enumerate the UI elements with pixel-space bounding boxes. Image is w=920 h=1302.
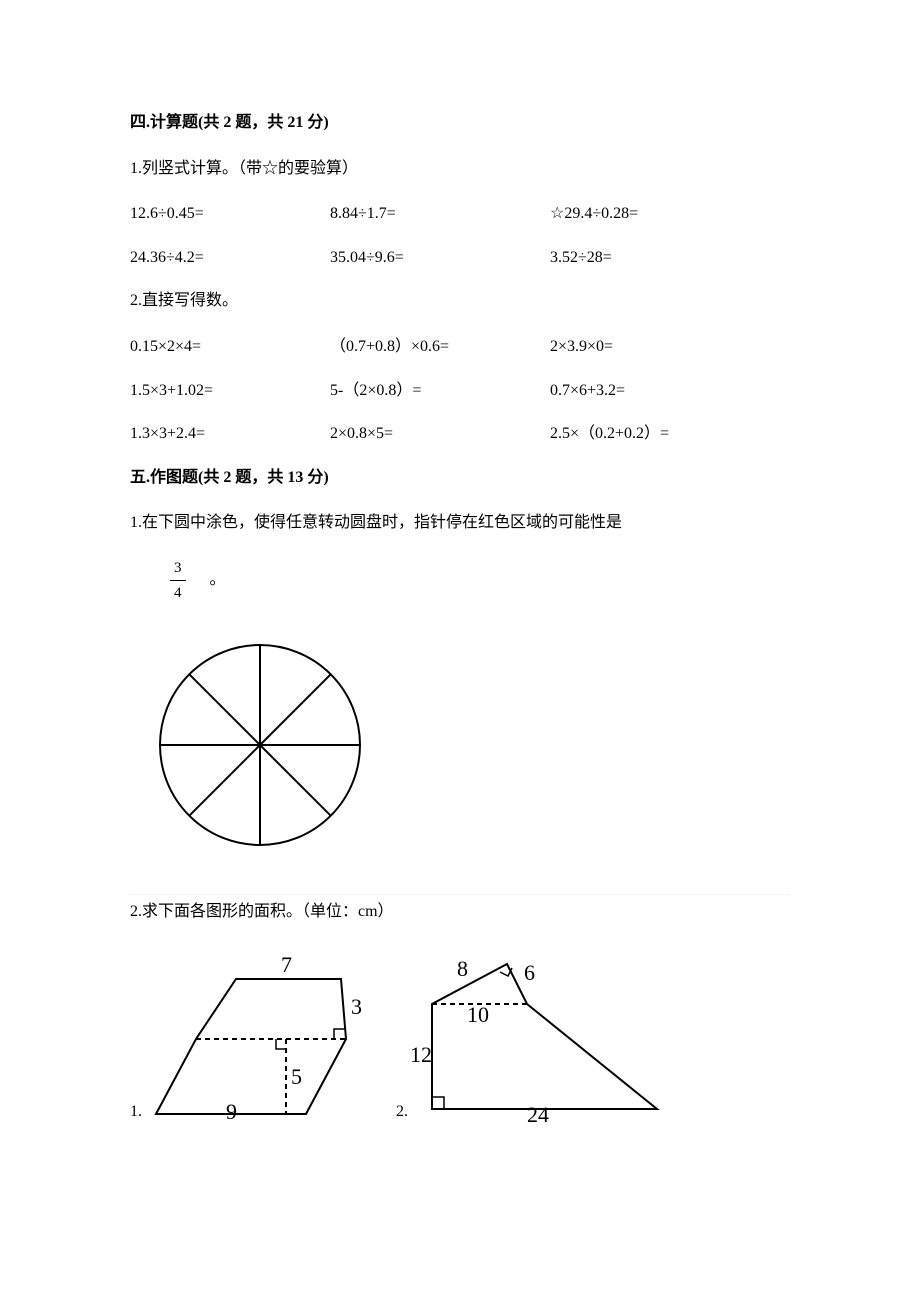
equation-text: 0.7×6+3.2= — [550, 378, 790, 404]
svg-text:7: 7 — [281, 952, 292, 977]
equation-text: ☆29.4÷0.28= — [550, 201, 790, 227]
svg-text:12: 12 — [412, 1042, 432, 1067]
figure-1: 1. 7 3 5 9 — [130, 944, 376, 1124]
svg-text:9: 9 — [226, 1099, 237, 1124]
period-text: 。 — [210, 571, 226, 588]
q4-2-row-1: 0.15×2×4= （0.7+0.8）×0.6= 2×3.9×0= — [130, 334, 790, 360]
svg-text:24: 24 — [527, 1102, 549, 1124]
faint-divider — [130, 894, 790, 895]
figure-2: 2. 8 6 10 12 24 — [396, 944, 682, 1124]
section-4-header: 四.计算题(共 2 题，共 21 分) — [130, 110, 790, 136]
equation-text: 2.5×（0.2+0.2）= — [550, 421, 790, 447]
fraction-display: 3 4 。 — [170, 556, 226, 605]
q4-1-prompt: 1.列竖式计算。（带☆的要验算） — [130, 156, 790, 182]
equation-text: （0.7+0.8）×0.6= — [330, 334, 550, 360]
equation-text: 1.3×3+2.4= — [130, 421, 330, 447]
figures-container: 1. 7 3 5 9 2. 8 6 10 12 24 — [130, 944, 790, 1124]
svg-text:10: 10 — [467, 1002, 489, 1027]
q5-2-prompt: 2.求下面各图形的面积。（单位：cm） — [130, 899, 790, 925]
figure-2-label: 2. — [396, 1099, 408, 1125]
q5-1-prompt: 1.在下圆中涂色，使得任意转动圆盘时，指针停在红色区域的可能性是 — [130, 510, 790, 536]
q4-2-row-2: 1.5×3+1.02= 5-（2×0.8）= 0.7×6+3.2= — [130, 378, 790, 404]
equation-text: 24.36÷4.2= — [130, 245, 330, 271]
q4-2-prompt: 2.直接写得数。 — [130, 288, 790, 314]
fraction-denominator: 4 — [170, 581, 186, 605]
svg-text:8: 8 — [457, 956, 468, 981]
svg-text:5: 5 — [291, 1064, 302, 1089]
section-5-header: 五.作图题(共 2 题，共 13 分) — [130, 465, 790, 491]
figure-1-label: 1. — [130, 1099, 142, 1125]
fraction-numerator: 3 — [170, 556, 186, 581]
equation-text: 5-（2×0.8）= — [330, 378, 550, 404]
equation-text: 12.6÷0.45= — [130, 201, 330, 227]
equation-text: 2×3.9×0= — [550, 334, 790, 360]
equation-text: 3.52÷28= — [550, 245, 790, 271]
equation-text: 8.84÷1.7= — [330, 201, 550, 227]
svg-text:6: 6 — [524, 960, 535, 985]
equation-text: 2×0.8×5= — [330, 421, 550, 447]
equation-text: 35.04÷9.6= — [330, 245, 550, 271]
equation-text: 1.5×3+1.02= — [130, 378, 330, 404]
equation-text: 0.15×2×4= — [130, 334, 330, 360]
q4-1-row-2: 24.36÷4.2= 35.04÷9.6= 3.52÷28= — [130, 245, 790, 271]
q4-1-row-1: 12.6÷0.45= 8.84÷1.7= ☆29.4÷0.28= — [130, 201, 790, 227]
svg-text:3: 3 — [351, 994, 362, 1019]
q4-2-row-3: 1.3×3+2.4= 2×0.8×5= 2.5×（0.2+0.2）= — [130, 421, 790, 447]
spinner-circle — [150, 635, 790, 864]
